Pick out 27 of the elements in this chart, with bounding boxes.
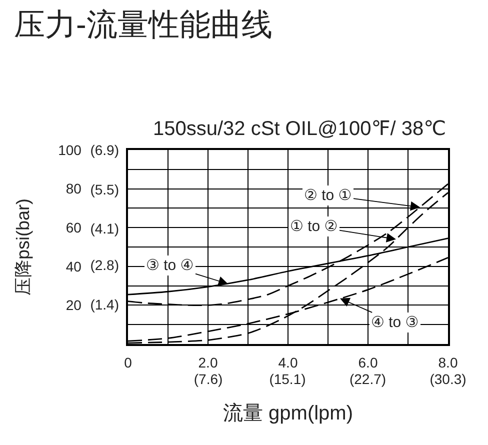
x-axis-title: 流量 gpm(lpm) (222, 402, 354, 425)
y-tick-label: 20 (66, 297, 82, 314)
chart-title: 压力-流量性能曲线 (14, 6, 272, 42)
x2-tick-label: (7.6) (194, 371, 223, 387)
y-tick-label: 80 (66, 180, 82, 197)
x-tick-label: 4.0 (278, 354, 298, 371)
annotation: ④ to ③ (371, 314, 419, 331)
annotation: ① to ② (290, 218, 338, 235)
y-tick-label: 60 (66, 220, 82, 236)
y-tick-label: 40 (66, 258, 82, 274)
x-tick-label: 6.0 (358, 354, 378, 371)
y2-tick-label: (6.9) (90, 142, 119, 158)
y-axis-title: 压降psi(bar) (12, 198, 33, 296)
y2-tick-label: (5.5) (90, 181, 119, 198)
x2-tick-label: (30.3) (430, 371, 466, 387)
x2-tick-label: (15.1) (269, 371, 306, 387)
x-tick-label: 8.0 (438, 354, 458, 371)
y2-tick-label: (1.4) (90, 296, 119, 313)
y-tick-label: 100 (58, 142, 82, 158)
x2-tick-label: (22.7) (349, 371, 386, 387)
chart-subtitle: 150ssu/32 cSt OIL@100℉/ 38℃ (153, 118, 446, 140)
x-tick-label: 2.0 (198, 354, 218, 371)
x-tick-label: 0 (124, 354, 132, 371)
y2-tick-label: (2.8) (90, 257, 119, 274)
annotation: ② to ① (304, 187, 352, 204)
y2-tick-label: (4.1) (90, 220, 119, 237)
annotation: ③ to ④ (146, 257, 194, 274)
